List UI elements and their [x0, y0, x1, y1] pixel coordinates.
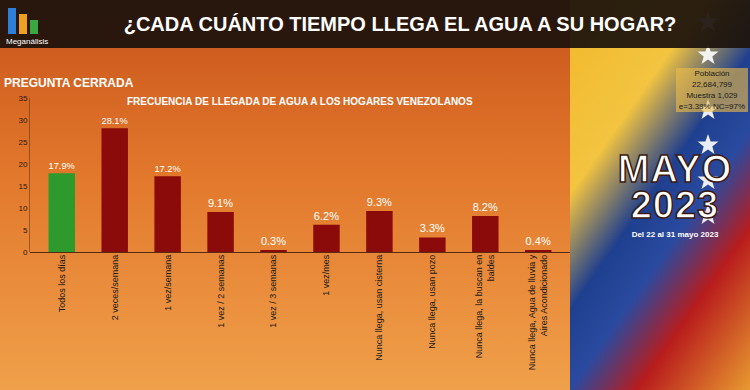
html-text:e=3.38% NC=97%: e=3.38% NC=97%	[678, 102, 746, 111]
svg-text:25: 25	[18, 138, 27, 147]
svg-text:3.3%: 3.3%	[420, 222, 445, 234]
svg-text:6.2%: 6.2%	[314, 210, 339, 222]
svg-text:5: 5	[23, 226, 28, 235]
svg-text:2 veces/semana: 2 veces/semana	[110, 255, 120, 321]
html-text:22,684,799: 22,684,799	[692, 80, 732, 89]
html-text:PREGUNTA CERRADA: PREGUNTA CERRADA	[4, 76, 134, 90]
svg-text:1 vez/semana: 1 vez/semana	[163, 255, 173, 311]
svg-text:30: 30	[18, 116, 27, 125]
svg-text:9.3%: 9.3%	[367, 196, 392, 208]
svg-text:1 vez / 2 semanas: 1 vez / 2 semanas	[216, 254, 226, 328]
svg-text:35: 35	[18, 94, 27, 103]
svg-text:10: 10	[18, 204, 27, 213]
svg-text:20: 20	[18, 160, 27, 169]
html-text:MAYO: MAYO	[617, 148, 733, 190]
svg-text:17.9%: 17.9%	[49, 161, 75, 171]
html-text:2023: 2023	[630, 184, 720, 226]
svg-text:0.4%: 0.4%	[526, 235, 551, 247]
svg-text:FRECUENCIA DE LLEGADA DE AGUA: FRECUENCIA DE LLEGADA DE AGUA A LOS HOGA…	[127, 96, 473, 107]
html-text:Meganálisis: Meganálisis	[6, 37, 49, 46]
svg-text:Nunca llega, Agua de lluvia yA: Nunca llega, Agua de lluvia yAires Acond…	[527, 254, 549, 370]
svg-text:28.1%: 28.1%	[101, 116, 127, 126]
svg-text:0.3%: 0.3%	[261, 235, 286, 247]
html-text:Muestra 1,029: Muestra 1,029	[686, 91, 738, 100]
svg-text:Nunca llega, la buscan enbalde: Nunca llega, la buscan enbaldes	[474, 254, 496, 358]
svg-text:1 vez / 3 semanas: 1 vez / 3 semanas	[268, 254, 278, 328]
svg-text:Nunca llega, usan pozo: Nunca llega, usan pozo	[427, 255, 437, 349]
svg-text:8.2%: 8.2%	[473, 201, 498, 213]
html-text:¿CADA CUÁNTO TIEMPO LLEGA EL A: ¿CADA CUÁNTO TIEMPO LLEGA EL AGUA A SU H…	[123, 13, 677, 35]
html-text:Población: Población	[694, 69, 730, 78]
svg-text:0: 0	[23, 248, 28, 257]
svg-text:Nunca llega, usan cisterna: Nunca llega, usan cisterna	[374, 255, 384, 361]
svg-text:1 vez/mes: 1 vez/mes	[321, 254, 331, 296]
svg-text:15: 15	[18, 182, 27, 191]
html-text:Del 22 al 31 mayo 2023: Del 22 al 31 mayo 2023	[631, 230, 719, 239]
svg-text:9.1%: 9.1%	[208, 197, 233, 209]
svg-text:Todos los días: Todos los días	[57, 254, 67, 312]
svg-text:17.2%: 17.2%	[154, 164, 180, 174]
